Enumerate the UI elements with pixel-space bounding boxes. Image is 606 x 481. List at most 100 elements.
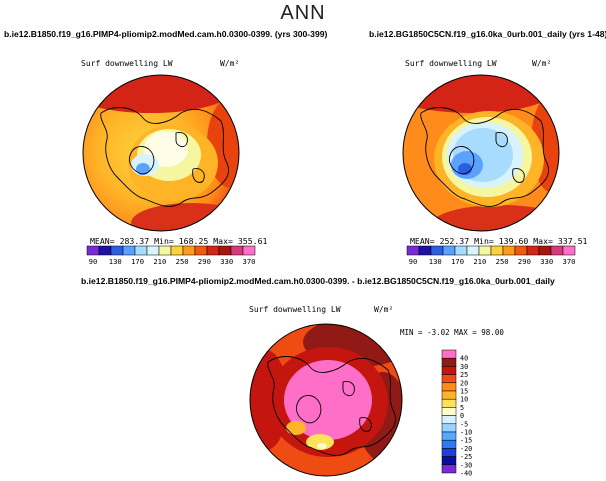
panel1-variable-label: Surf downwelling LW: [81, 59, 173, 68]
colorbar-tick-label: -15: [460, 437, 472, 445]
colorbar-swatch: [146, 245, 160, 256]
panel2-stats: MEAN= 252.37 Min= 139.60 Max= 337.51: [410, 236, 588, 246]
colorbar-swatch: [441, 456, 457, 466]
colorbar-swatch: [194, 245, 208, 256]
colorbar-tick-label: 130: [109, 257, 122, 266]
colorbar-swatch: [441, 398, 457, 408]
panel2-red-band-n: [403, 75, 556, 113]
colorbar-tick-label: 170: [451, 257, 464, 266]
colorbar-swatch: [490, 245, 504, 256]
colorbar-tick-label: -5: [460, 420, 468, 428]
panel3-stats: MIN = -3.02 MAX = 98.00: [400, 328, 504, 337]
panel3-units-label: W/m²: [374, 305, 394, 314]
colorbar-swatch: [230, 245, 244, 256]
panel1-red-band-e: [207, 98, 239, 188]
colorbar-tick-label: 170: [131, 257, 144, 266]
colorbar-swatch: [441, 366, 457, 375]
colorbar-tick-label: 90: [89, 257, 98, 266]
map-panel1: [82, 74, 240, 232]
colorbar-swatch: [562, 245, 576, 256]
colorbar-swatch: [538, 245, 552, 256]
colorbar-tick-label: 10: [460, 396, 468, 404]
colorbar-tick-label: 250: [176, 257, 189, 266]
panel2-case-title: b.ie12.BG1850C5CN.f19_g16.0ka_0urb.001_d…: [369, 29, 606, 39]
colorbar-swatch: [406, 245, 420, 256]
colorbar-tick-label: 130: [429, 257, 442, 266]
panel2-coastlines: [420, 107, 549, 207]
colorbar-tick-label: 290: [518, 257, 531, 266]
colorbar-swatch: [242, 245, 256, 256]
panel1-colorbar: 90 130 170 210 250 290 330 370: [86, 245, 256, 266]
panel3-orange-patch: [286, 421, 306, 435]
panel2-units-label: W/m²: [532, 59, 552, 68]
colorbar-swatch: [441, 374, 457, 384]
colorbar-tick-label: 5: [460, 404, 464, 412]
colorbar-swatch: [110, 245, 124, 256]
colorbar-tick-label: 25: [460, 371, 468, 379]
panel2-colorbar: 90 130 170 210 250 290 330 370: [406, 245, 576, 266]
panel1-greenland-blue: [136, 163, 150, 175]
colorbar-tick-label: -40: [460, 470, 472, 478]
colorbar-swatch: [441, 464, 457, 474]
panel1-coastlines: [100, 107, 229, 207]
colorbar-swatch: [441, 431, 457, 441]
colorbar-swatch: [170, 245, 184, 256]
colorbar-swatch: [441, 357, 457, 367]
colorbar-tick-label: -20: [460, 445, 472, 453]
colorbar-swatch: [441, 390, 457, 400]
colorbar-swatch: [158, 245, 172, 256]
colorbar-swatch: [122, 245, 136, 256]
colorbar-swatch: [454, 245, 468, 256]
panel3-coastlines: [267, 356, 396, 456]
colorbar-swatch: [86, 245, 100, 256]
colorbar-swatch: [441, 382, 457, 392]
panel3-pink-core: [284, 360, 372, 440]
colorbar-swatch: [98, 245, 112, 256]
colorbar-tick-label: 330: [220, 257, 233, 266]
season-title: ANN: [280, 2, 326, 24]
colorbar-tick-label: 30: [460, 363, 468, 371]
colorbar-swatch: [502, 245, 516, 256]
colorbar-swatch: [418, 245, 432, 256]
colorbar-swatch: [466, 245, 480, 256]
colorbar-swatch: [550, 245, 564, 256]
colorbar-tick-label: 210: [153, 257, 166, 266]
map-panel2: [402, 74, 560, 232]
colorbar-swatch: [441, 439, 457, 449]
colorbar-swatch: [218, 245, 232, 256]
map-panel3: [249, 323, 403, 477]
colorbar-tick-label: 210: [473, 257, 486, 266]
colorbar-tick-label: 370: [243, 257, 256, 266]
colorbar-swatch: [134, 245, 148, 256]
colorbar-swatch: [441, 423, 457, 433]
panel3-case-title: b.ie12.B1850.f19_g16.PIMP4-pliomip2.modM…: [81, 276, 555, 286]
colorbar-tick-label: -10: [460, 429, 472, 437]
colorbar-swatch: [430, 245, 444, 256]
colorbar-tick-label: -25: [460, 453, 472, 461]
colorbar-swatch: [441, 448, 457, 457]
colorbar-tick-label: 15: [460, 388, 468, 396]
colorbar-tick-label: 90: [409, 257, 418, 266]
colorbar-swatch: [441, 349, 457, 359]
colorbar-swatch: [526, 245, 540, 256]
colorbar-tick-label: 290: [198, 257, 211, 266]
panel1-case-title: b.ie12.B1850.f19_g16.PIMP4-pliomip2.modM…: [4, 29, 328, 39]
colorbar-tick-label: 20: [460, 379, 468, 387]
panel3-pale-patch: [317, 443, 327, 449]
colorbar-tick-label: 370: [563, 257, 576, 266]
panel1-stats: MEAN= 283.37 Min= 168.25 Max= 355.61: [90, 236, 268, 246]
panel2-variable-label: Surf downwelling LW: [405, 59, 497, 68]
panel3-variable-label: Surf downwelling LW: [249, 305, 341, 314]
panel1-units-label: W/m²: [220, 59, 240, 68]
colorbar-swatch: [478, 245, 492, 256]
colorbar-swatch: [441, 415, 457, 425]
colorbar-tick-label: 0: [460, 412, 464, 420]
colorbar-swatch: [206, 245, 220, 256]
colorbar-swatch: [182, 245, 196, 256]
colorbar-swatch: [514, 245, 528, 256]
colorbar-tick-label: 250: [496, 257, 509, 266]
colorbar-tick-label: 330: [540, 257, 553, 266]
colorbar-swatch: [441, 407, 457, 416]
colorbar-swatch: [442, 245, 456, 256]
